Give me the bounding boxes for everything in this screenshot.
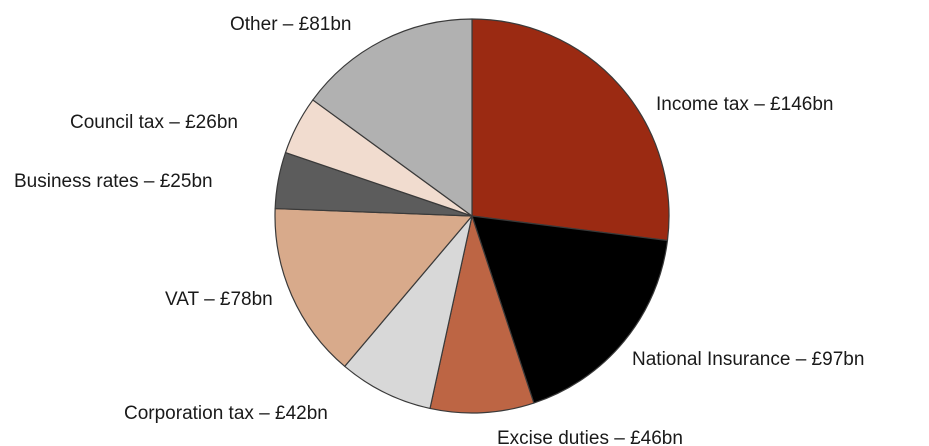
pie-slice-2 [471,215,669,404]
pie-slice-8 [312,18,473,217]
pie-slice-label-1: Income tax – £146bn [656,94,833,115]
pie-slice-4 [344,215,473,410]
pie-slice-label-4: Corporation tax – £42bn [124,403,328,424]
pie-slice-1 [471,18,670,242]
pie-slice-label-5: VAT – £78bn [165,289,273,310]
pie-slice-label-7: Council tax – £26bn [70,112,238,133]
pie-slice-label-3: Excise duties – £46bn [497,428,683,446]
pie-slice-label-8: Other – £81bn [230,14,351,35]
pie-labels: Income tax – £146bn National Insurance – … [14,14,864,446]
pie-slice-5 [274,207,473,367]
pie-slice-label-2: National Insurance – £97bn [632,349,864,370]
pie-slice-label-6: Business rates – £25bn [14,171,213,192]
pie-slices [274,18,670,414]
pie-slice-3 [429,215,535,414]
